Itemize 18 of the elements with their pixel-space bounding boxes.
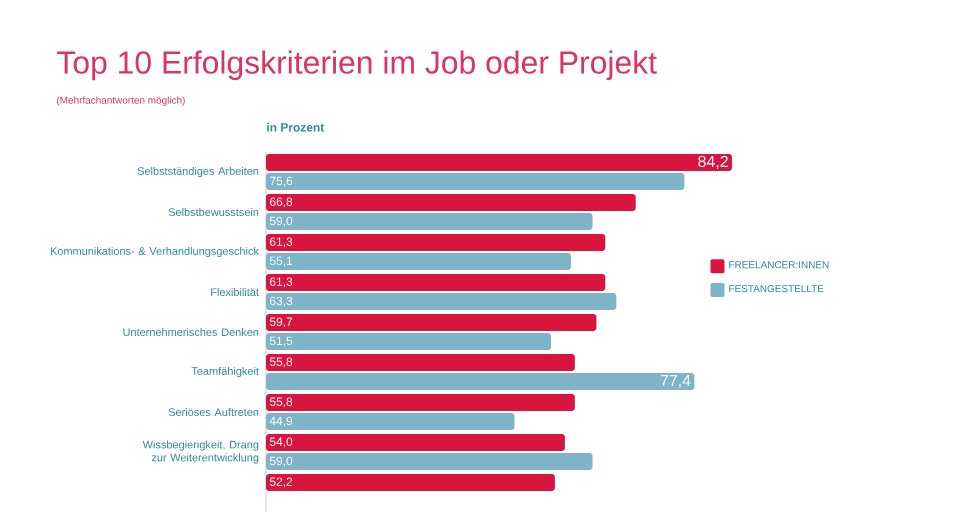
bar bbox=[266, 233, 606, 251]
bar bbox=[266, 373, 695, 391]
bar bbox=[266, 433, 565, 451]
bar bbox=[266, 333, 552, 351]
bar bbox=[266, 213, 593, 231]
bar bbox=[266, 193, 636, 211]
bar bbox=[266, 453, 593, 471]
chart-title: Top 10 Erfolgskriterien im Job oder Projekt bbox=[57, 50, 657, 81]
bar bbox=[266, 353, 575, 371]
bar bbox=[266, 413, 515, 431]
bar bbox=[266, 473, 555, 491]
bar bbox=[266, 173, 685, 191]
bar bbox=[266, 393, 575, 411]
bar bbox=[266, 293, 617, 311]
bar bbox=[266, 153, 733, 171]
bar bbox=[266, 313, 597, 331]
bar bbox=[266, 273, 606, 291]
bar bbox=[266, 253, 571, 271]
